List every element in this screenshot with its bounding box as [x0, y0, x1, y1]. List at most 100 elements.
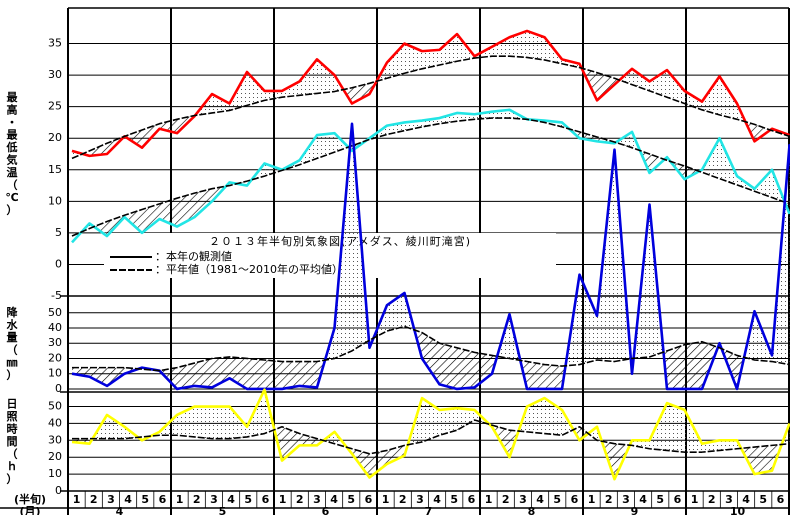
pentad-label: 3: [313, 493, 321, 506]
deviation-fill: [588, 426, 597, 441]
deviation-fill: [719, 76, 737, 120]
deviation-fill: [352, 83, 370, 104]
pentad-label: 3: [416, 493, 424, 506]
month-title: (月): [19, 505, 40, 515]
y-tick-label: 0: [55, 382, 62, 395]
pentad-label: 4: [742, 493, 750, 506]
deviation-fill: [702, 76, 720, 115]
pentad-label: 6: [571, 493, 579, 506]
deviation-fill: [107, 414, 125, 439]
pentad-label: 1: [588, 493, 596, 506]
pentad-label: 6: [674, 493, 682, 506]
y-tick-label: 30: [48, 336, 62, 349]
deviation-fill: [194, 406, 212, 439]
legend-box: [104, 233, 556, 278]
y-tick-label: 0: [55, 484, 62, 497]
deviation-fill: [474, 352, 492, 388]
deviation-fill: [194, 188, 212, 218]
deviation-fill: [754, 169, 772, 198]
pentad-label: 1: [176, 493, 184, 506]
pentad-label: 5: [656, 493, 664, 506]
deviation-fill: [124, 130, 142, 148]
pentad-label: 3: [210, 493, 218, 506]
deviation-fill: [194, 358, 212, 388]
pentad-label: 6: [159, 493, 167, 506]
deviation-fill: [282, 81, 300, 98]
deviation-fill: [299, 361, 317, 388]
pentad-label: 4: [433, 493, 441, 506]
pentad-label: 4: [639, 493, 647, 506]
y-axis-label: 日照時間（ｈ）: [7, 398, 18, 486]
y-tick-label: 15: [48, 163, 62, 176]
y-tick-label: 20: [48, 351, 62, 364]
legend-actual: ：本年の観測値: [155, 249, 232, 263]
month-label: 6: [322, 505, 330, 515]
deviation-fill: [264, 90, 282, 101]
deviation-fill: [404, 43, 422, 74]
pentad-label: 2: [90, 493, 98, 506]
deviation-fill: [422, 49, 440, 69]
pentad-label: 2: [399, 493, 407, 506]
legend-normal: ：平年値（1981～2010年の平均値）: [155, 262, 343, 276]
pentad-label: 3: [519, 493, 527, 506]
deviation-fill: [229, 406, 247, 439]
pentad-label: 6: [365, 493, 373, 506]
deviation-fill: [177, 363, 195, 389]
deviation-fill: [667, 403, 685, 453]
pentad-label: 6: [262, 493, 270, 506]
deviation-fill: [247, 71, 265, 106]
pentad-label: 2: [708, 493, 716, 506]
deviation-fill: [632, 440, 650, 449]
y-tick-label: 50: [48, 306, 62, 319]
legend-title: ２０１３年半旬別気象図(アメダス、綾川町滝宮): [209, 234, 471, 248]
deviation-fill: [457, 408, 475, 431]
deviation-fill: [527, 361, 545, 389]
deviation-fill: [264, 360, 282, 389]
deviation-fill: [509, 30, 527, 58]
pentad-title: (半旬): [14, 492, 46, 506]
deviation-fill: [527, 398, 545, 434]
pentad-label: 5: [553, 493, 561, 506]
deviation-fill: [667, 344, 685, 389]
deviation-fill: [439, 343, 457, 389]
deviation-fill: [754, 445, 772, 475]
deviation-fill: [439, 408, 457, 436]
month-label: 4: [116, 505, 124, 515]
deviation-fill: [317, 133, 335, 159]
deviation-fill: [544, 364, 562, 389]
pentad-label: 2: [193, 493, 201, 506]
deviation-fill: [439, 34, 457, 66]
month-label: 10: [730, 505, 746, 515]
month-label: 7: [425, 505, 433, 515]
normal-line: [71, 117, 790, 237]
deviation-fill: [387, 445, 405, 464]
pentad-label: 1: [691, 493, 699, 506]
pentad-label: 4: [330, 493, 338, 506]
y-tick-label: 10: [48, 467, 62, 480]
deviation-fill: [719, 440, 737, 451]
deviation-fill: [579, 274, 597, 365]
deviation-fill: [422, 398, 440, 442]
pentad-label: 1: [485, 493, 493, 506]
month-label: 5: [219, 505, 227, 515]
deviation-fill: [89, 143, 107, 156]
normal-line: [72, 419, 790, 455]
deviation-fill: [527, 30, 545, 60]
pentad-label: 6: [468, 493, 476, 506]
actual-line: [71, 388, 790, 481]
deviation-fill: [649, 70, 667, 98]
y-tick-label: 20: [48, 131, 62, 144]
deviation-fill: [597, 72, 615, 101]
deviation-fill: [492, 37, 510, 57]
deviation-fill: [89, 367, 107, 386]
deviation-fill: [684, 90, 702, 110]
pentad-label: 1: [73, 493, 81, 506]
pentad-label: 6: [777, 493, 785, 506]
pentad-label: 1: [382, 493, 390, 506]
deviation-fill: [282, 426, 300, 461]
pentad-label: 2: [502, 493, 510, 506]
y-tick-label: -5: [51, 289, 62, 302]
deviation-fill: [212, 406, 230, 439]
deviation-fill: [667, 70, 685, 104]
